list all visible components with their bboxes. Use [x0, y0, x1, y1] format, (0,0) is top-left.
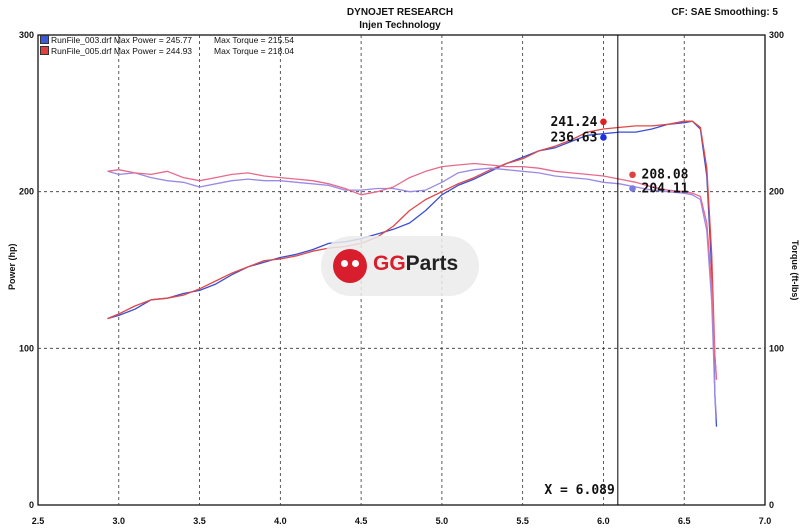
x-tick-label: 2.5: [32, 516, 45, 526]
readout-value: 204.11: [642, 182, 689, 197]
y-tick-label-left: 0: [29, 500, 34, 510]
readout-marker: [600, 118, 607, 126]
watermark-part1: GG: [373, 252, 406, 275]
legend-torque-label: Max Torque = 218.04: [214, 46, 294, 56]
chart-subtitle: Injen Technology: [359, 20, 441, 31]
y-tick-label-left: 100: [19, 343, 34, 353]
y-tick-label-right: 100: [769, 343, 784, 353]
y-tick-label-left: 300: [19, 30, 34, 40]
readout-marker: [629, 185, 636, 192]
x-tick-label: 3.5: [193, 516, 206, 526]
chart-title: DYNOJET RESEARCH: [346, 7, 454, 18]
x-tick-label: 6.5: [678, 516, 691, 526]
series-line-2-power: [107, 120, 718, 380]
x-tick-label: 4.0: [274, 516, 287, 526]
readout-marker: [629, 171, 636, 179]
series-line-3-torque: [107, 167, 718, 419]
y-tick-label-left: 200: [19, 187, 34, 197]
legend-entry-run-003: RunFile_003.drf Max Power = 245.77 Max To…: [40, 35, 294, 46]
legend-run-label: RunFile_005.drf Max Power = 244.93: [51, 46, 193, 56]
series-line-4-torque: [107, 162, 718, 380]
readout-value: 208.08: [642, 168, 689, 183]
y-tick-label-right: 200: [769, 187, 784, 197]
x-tick-label: 5.0: [436, 516, 449, 526]
x-tick-label: 4.5: [355, 516, 368, 526]
readout-value: 236.63: [550, 130, 597, 145]
watermark-text: GGParts: [373, 252, 458, 276]
cursor-readout: X = 6.089: [544, 483, 614, 498]
bull-logo-icon: [333, 249, 367, 283]
legend-swatch: [40, 46, 49, 55]
legend-run-label: RunFile_003.drf Max Power = 245.77: [51, 35, 193, 45]
y-tick-label-right: 0: [769, 500, 774, 510]
x-tick-label: 7.0: [759, 516, 772, 526]
y-axis-label-torque: Torque (ft-lbs): [790, 240, 800, 301]
x-tick-label: 3.0: [113, 516, 126, 526]
legend-entry-run-005: RunFile_005.drf Max Power = 244.93 Max To…: [40, 46, 294, 57]
correction-settings: CF: SAE Smoothing: 5: [671, 7, 778, 18]
x-tick-label: 6.0: [597, 516, 610, 526]
watermark-part2: Parts: [405, 252, 459, 275]
y-axis-label-power: Power (hp): [7, 243, 17, 291]
y-tick-label-right: 300: [769, 30, 784, 40]
ggparts-watermark: GGParts: [321, 236, 479, 296]
readout-marker: [600, 134, 607, 141]
readout-value: 241.24: [550, 115, 597, 130]
x-tick-label: 5.5: [516, 516, 529, 526]
legend-torque-label: Max Torque = 215.54: [214, 35, 294, 45]
legend-swatch: [40, 35, 49, 44]
